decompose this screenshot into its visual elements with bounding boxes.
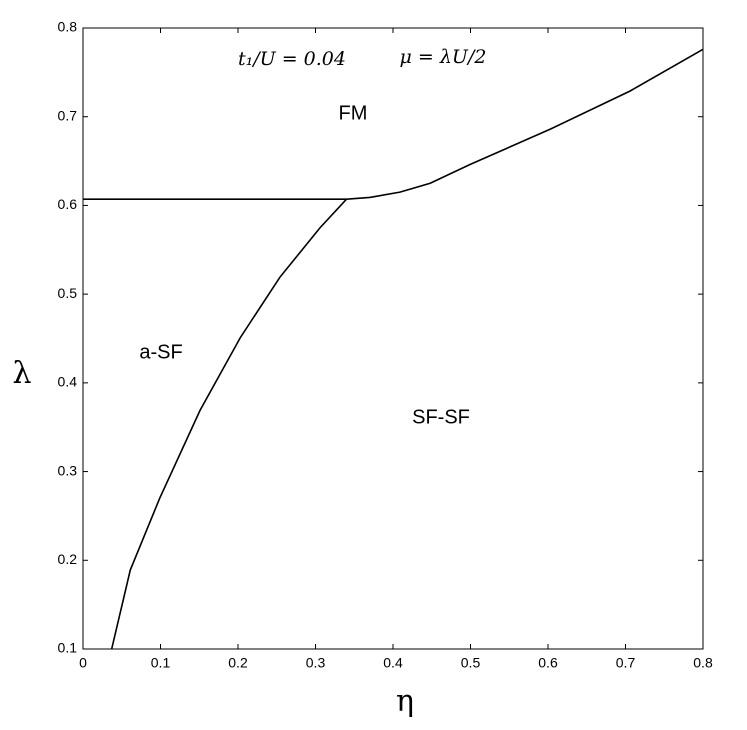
x-tick-label: 0.7 (616, 655, 636, 671)
x-tick-label: 0.2 (228, 655, 248, 671)
y-tick-label: 0.6 (58, 196, 78, 212)
y-tick-label: 0.4 (58, 374, 78, 390)
plot-frame (82, 27, 704, 650)
y-axis-label: λ (12, 356, 31, 391)
x-tick-label: 0.8 (693, 655, 713, 671)
x-tick-label: 0.3 (306, 655, 326, 671)
annotation: a-SF (139, 341, 182, 363)
y-tick-label: 0.5 (58, 285, 78, 301)
annotation: μ = λU/2 (400, 46, 487, 68)
y-tick-label: 0.8 (58, 19, 78, 35)
y-tick-label: 0.7 (58, 107, 78, 123)
x-tick-label: 0.4 (383, 655, 403, 671)
phase-boundary (110, 198, 348, 650)
y-tick-label: 0.2 (58, 551, 78, 567)
y-tick-label: 0.3 (58, 462, 78, 478)
x-axis-label: η (396, 684, 414, 719)
annotation: SF-SF (412, 406, 470, 428)
x-tick-label: 0 (79, 655, 87, 671)
x-tick-label: 0.5 (461, 655, 481, 671)
annotation: FM (339, 102, 368, 124)
annotation: t₁/U = 0.04 (238, 48, 346, 70)
x-tick-label: 0.1 (151, 655, 171, 671)
phase-boundary (346, 48, 704, 201)
y-tick-label: 0.1 (58, 640, 78, 656)
x-tick-label: 0.6 (538, 655, 558, 671)
